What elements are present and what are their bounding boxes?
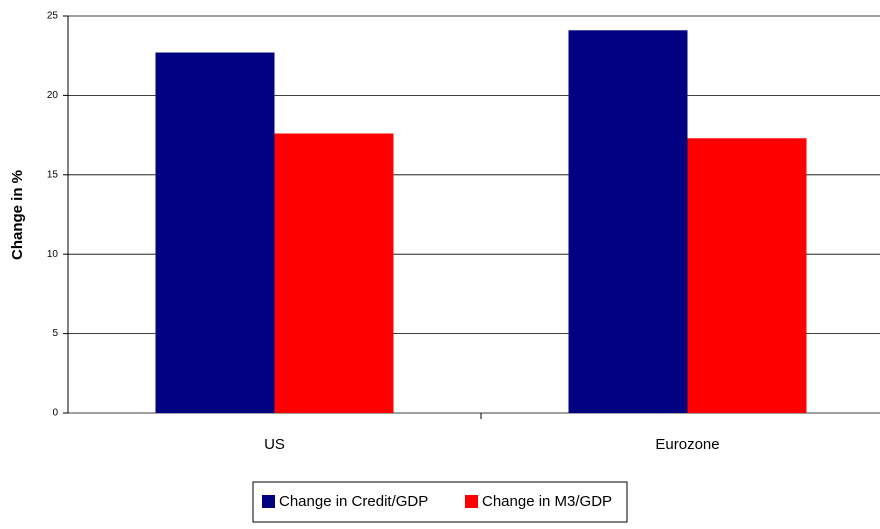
y-tick-label: 20	[47, 90, 59, 101]
y-tick-label: 25	[47, 11, 59, 22]
legend-label: Change in Credit/GDP	[279, 493, 428, 510]
x-tick-label: US	[264, 436, 285, 453]
legend-label: Change in M3/GDP	[482, 493, 612, 510]
y-tick-label: 0	[52, 408, 58, 419]
bar	[687, 138, 807, 413]
bar	[155, 52, 275, 414]
bar	[568, 30, 688, 414]
y-axis-label: Change in %	[9, 170, 26, 260]
y-tick-label: 15	[47, 169, 59, 180]
legend	[252, 481, 628, 523]
x-tick-label: Eurozone	[655, 436, 719, 453]
legend-swatch	[465, 495, 478, 508]
legend-swatch	[262, 495, 275, 508]
y-tick-label: 5	[52, 328, 58, 339]
y-tick-label: 10	[47, 249, 59, 260]
bar	[274, 133, 394, 413]
